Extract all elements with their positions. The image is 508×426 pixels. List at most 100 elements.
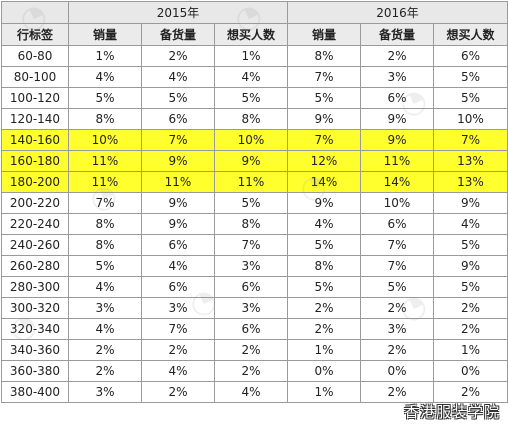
table-cell: 4%: [141, 66, 215, 88]
table-cell: 7%: [433, 129, 508, 151]
table-cell: 4%: [68, 276, 142, 298]
table-cell: 5%: [68, 87, 142, 109]
table-cell: 9%: [433, 192, 508, 214]
table-cell: 8%: [68, 234, 142, 256]
table-cell: 9%: [141, 150, 215, 172]
table-cell: 4%: [141, 360, 215, 382]
brand-watermark: 香港服装学院: [403, 403, 500, 421]
table-cell: 7%: [68, 192, 142, 214]
table-cell: 1%: [214, 45, 288, 67]
table-cell: 11%: [68, 150, 142, 172]
table-cell: 2%: [360, 297, 434, 319]
table-cell: 9%: [141, 213, 215, 235]
table-cell: 2%: [360, 381, 434, 403]
table-row: 140-160 10% 7% 10% 7% 9% 7%: [1, 129, 508, 151]
table-cell: 5%: [360, 276, 434, 298]
year-header-row: 2015年 2016年: [1, 1, 508, 24]
table-cell: 6%: [214, 318, 288, 340]
column-header-row: 行标签 销量 备货量 想买人数 销量 备货量 想买人数: [1, 23, 508, 46]
table-body: 60-80 1% 2% 1% 8% 2% 6% 80-100 4% 4% 4% 7% 3% 5% 100-1…: [1, 45, 508, 403]
table-cell: 0%: [360, 360, 434, 382]
row-label: 120-140: [1, 108, 69, 130]
table-cell: 7%: [287, 66, 361, 88]
table-cell: 5%: [433, 87, 508, 109]
table-cell: 4%: [214, 381, 288, 403]
table-cell: 9%: [360, 129, 434, 151]
year-2015-header: 2015年: [68, 1, 288, 24]
table-cell: 2%: [287, 297, 361, 319]
table-cell: 10%: [68, 129, 142, 151]
table-row: 340-360 2% 2% 2% 1% 2% 1%: [1, 339, 508, 361]
table-row: 200-220 7% 9% 5% 9% 10% 9%: [1, 192, 508, 214]
table-cell: 3%: [214, 255, 288, 277]
column-header: 销量: [68, 23, 142, 46]
row-label: 160-180: [1, 150, 69, 172]
column-header: 备货量: [360, 23, 434, 46]
table-cell: 4%: [287, 213, 361, 235]
table-cell: 9%: [141, 192, 215, 214]
table-cell: 9%: [433, 255, 508, 277]
table-cell: 8%: [214, 108, 288, 130]
table-cell: 11%: [68, 171, 142, 193]
table-cell: 6%: [433, 45, 508, 67]
table-row: 280-300 4% 6% 6% 5% 5% 5%: [1, 276, 508, 298]
column-header: 备货量: [141, 23, 215, 46]
table-cell: 6%: [360, 87, 434, 109]
table-cell: 14%: [360, 171, 434, 193]
table-cell: 12%: [287, 150, 361, 172]
table-row: 320-340 4% 7% 6% 2% 3% 2%: [1, 318, 508, 340]
table-cell: 0%: [287, 360, 361, 382]
column-header: 想买人数: [214, 23, 288, 46]
table-row: 80-100 4% 4% 4% 7% 3% 5%: [1, 66, 508, 88]
row-label: 340-360: [1, 339, 69, 361]
row-label: 180-200: [1, 171, 69, 193]
data-table: 2015年 2016年 行标签 销量 备货量 想买人数 销量 备货量 想买人数 …: [1, 1, 508, 403]
table-cell: 11%: [214, 171, 288, 193]
table-cell: 3%: [214, 297, 288, 319]
table-cell: 7%: [214, 234, 288, 256]
table-cell: 5%: [433, 276, 508, 298]
row-label: 360-380: [1, 360, 69, 382]
table-cell: 1%: [287, 381, 361, 403]
table-row: 220-240 8% 9% 8% 4% 6% 4%: [1, 213, 508, 235]
table-cell: 5%: [214, 87, 288, 109]
row-label: 240-260: [1, 234, 69, 256]
year-2016-header: 2016年: [287, 1, 508, 24]
table-cell: 10%: [433, 108, 508, 130]
table-row: 120-140 8% 6% 8% 9% 9% 10%: [1, 108, 508, 130]
row-label: 60-80: [1, 45, 69, 67]
table-cell: 1%: [287, 339, 361, 361]
table-cell: 8%: [287, 45, 361, 67]
table-cell: 5%: [68, 255, 142, 277]
row-label: 220-240: [1, 213, 69, 235]
table-cell: 6%: [141, 108, 215, 130]
table-cell: 11%: [360, 150, 434, 172]
table-cell: 7%: [360, 255, 434, 277]
table-cell: 7%: [360, 234, 434, 256]
table-cell: 1%: [68, 45, 142, 67]
table-cell: 7%: [141, 318, 215, 340]
table-cell: 2%: [141, 339, 215, 361]
table-cell: 10%: [214, 129, 288, 151]
table-cell: 9%: [214, 150, 288, 172]
table-cell: 8%: [68, 108, 142, 130]
table-cell: 4%: [214, 66, 288, 88]
table-row: 180-200 11% 11% 11% 14% 14% 13%: [1, 171, 508, 193]
table-cell: 6%: [360, 213, 434, 235]
table-cell: 5%: [287, 276, 361, 298]
table-row: 260-280 5% 4% 3% 8% 7% 9%: [1, 255, 508, 277]
table-cell: 6%: [141, 276, 215, 298]
table-cell: 7%: [141, 129, 215, 151]
table-cell: 13%: [433, 171, 508, 193]
row-label: 140-160: [1, 129, 69, 151]
table-row: 160-180 11% 9% 9% 12% 11% 13%: [1, 150, 508, 172]
table-cell: 3%: [141, 297, 215, 319]
table-cell: 9%: [360, 108, 434, 130]
row-label: 280-300: [1, 276, 69, 298]
table-cell: 8%: [214, 213, 288, 235]
table-cell: 5%: [214, 192, 288, 214]
table-cell: 5%: [141, 87, 215, 109]
table-cell: 2%: [433, 318, 508, 340]
table-cell: 11%: [141, 171, 215, 193]
table-cell: 2%: [360, 339, 434, 361]
